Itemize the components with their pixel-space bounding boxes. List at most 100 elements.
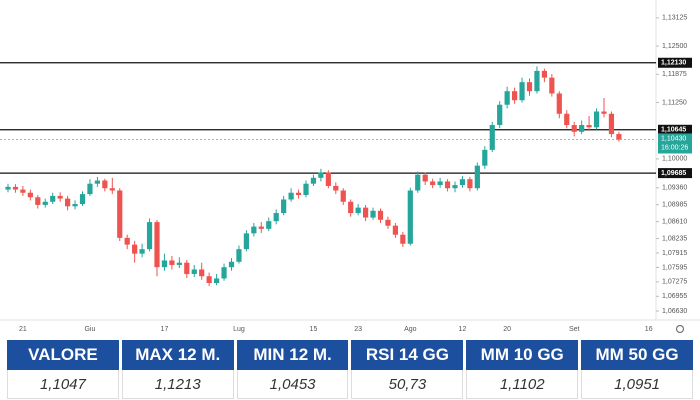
candle-body [571,125,577,132]
header-cell: VALORE [7,340,119,370]
candle-body [534,70,540,92]
candle-body [206,276,212,283]
candle-body [295,192,302,195]
candle-body [27,192,33,198]
settings-icon[interactable] [675,324,685,334]
candle-body [65,198,71,207]
candle-body [564,113,570,126]
header-cell: RSI 14 GG [351,340,464,370]
last-price-box [658,133,692,154]
candle-body [601,111,607,114]
y-tick-label: 1,07915 [662,250,687,257]
last-price-label: 1,10430 [661,135,686,142]
value-row: 1,1047 1,1213 1,0453 50,73 1,1102 1,0951 [7,370,693,399]
candle-body [459,179,466,186]
candle-body [12,186,19,190]
candle-body [199,269,205,277]
candle-body [228,261,235,268]
level-label: 1,10645 [661,127,686,134]
candle-body [243,233,249,250]
candle-body [161,260,168,268]
x-tick-label: 20 [503,326,511,333]
candle-body [258,226,264,229]
candle-body [549,77,555,94]
x-tick-label: 21 [19,326,27,333]
y-tick-label: 1,08610 [662,218,687,225]
candle-body [109,188,115,191]
y-tick-label: 1,09360 [662,185,687,192]
x-tick-label: Giu [84,326,95,333]
header-cell: MAX 12 M. [121,340,234,370]
candle-body [102,180,108,189]
candle-body [124,237,130,245]
countdown: 16:00:26 [661,144,688,151]
candle-body [392,225,398,235]
candle-body [407,190,413,244]
candle-body [266,221,272,229]
candle-body [340,190,346,202]
x-tick-label: Ago [404,326,417,333]
candle-body [512,91,518,101]
candle-body [236,249,242,262]
candle-body [87,183,93,195]
candle-body [50,195,56,202]
level-label-box [658,57,692,68]
candle-body [526,82,533,92]
candle-body [333,185,339,191]
level-label: 1,12130 [661,60,686,67]
x-tick-label: 15 [310,326,318,333]
candle-body [519,82,525,101]
candle-body [355,207,361,214]
value-cell: 50,73 [351,370,464,399]
y-tick-label: 1,06630 [662,308,687,315]
candle-body [325,172,331,186]
candle-body [20,189,26,193]
candle-body [422,174,428,182]
candle-body [497,104,503,126]
y-tick-label: 1,07595 [662,264,687,271]
chart: 1,06630 1,06955 1,07275 1,07595 1,07915 1,082… [0,0,700,334]
candle-body [154,222,160,268]
value-cell: 1,0951 [581,370,693,399]
candle-body [400,234,406,244]
x-tick-label: 23 [354,326,362,333]
candle-body [288,192,294,200]
y-tick-label: 1,11250 [662,99,687,106]
candle-body [146,222,153,250]
level-label: 1,09685 [661,170,686,177]
value-cell: 1,1213 [121,370,234,399]
candle-body [370,210,376,218]
candle-body [176,262,182,265]
candle-body [482,149,488,166]
value-cell: 1,0453 [236,370,349,399]
header-cell: MM 10 GG [466,340,579,370]
x-tick-label: 17 [161,326,169,333]
candle-body [452,185,458,189]
candle-body [444,181,451,189]
candle-body [593,111,600,128]
candle-body [191,269,197,274]
y-tick-label: 1,07275 [662,279,687,286]
candle-body [616,134,622,140]
candle-body [42,201,48,205]
candle-body [430,181,436,186]
candle-body [474,165,480,189]
candle-body [303,183,309,195]
header-cell: MM 50 GG [581,340,693,370]
candle-body [556,93,562,114]
candle-body [318,172,324,178]
y-tick-label: 1,13125 [662,15,687,22]
x-tick-label: 16 [645,326,653,333]
value-cell: 1,1047 [7,370,119,399]
candle-body [169,260,175,265]
y-tick-label: 1,08985 [662,202,687,209]
candle-body [437,181,443,186]
y-tick-label: 1,06955 [662,293,687,300]
x-tick-label: Set [569,326,580,333]
candle-body [139,249,145,254]
candle-body [94,180,100,184]
candle-body [377,210,384,220]
candle-body [221,267,227,279]
y-tick-label: 1,10000 [662,156,687,163]
